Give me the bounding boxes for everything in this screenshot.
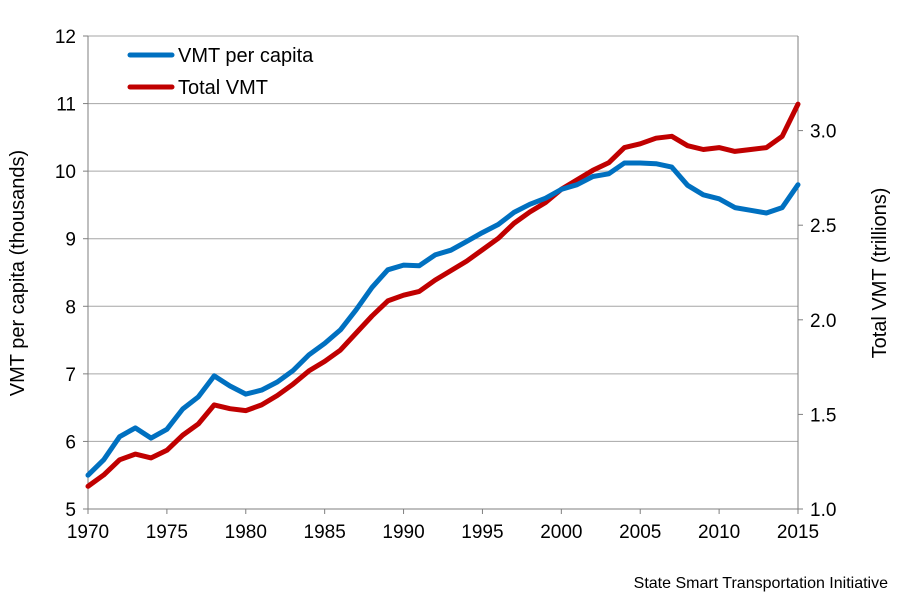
- left-y-tick-label: 8: [65, 297, 76, 318]
- legend: VMT per capita Total VMT: [127, 45, 314, 99]
- left-y-tick-label: 11: [56, 95, 76, 116]
- right-y-tick-label: 1.0: [810, 500, 836, 521]
- axes: [83, 35, 803, 514]
- left-y-tick-label: 10: [55, 162, 76, 183]
- x-tick-label: 2010: [698, 522, 740, 543]
- series-lines: [85, 101, 801, 489]
- x-tick-label: 1975: [146, 522, 188, 543]
- series-line-vmt-per-capita: [85, 160, 801, 478]
- left-y-tick-label: 6: [65, 432, 76, 453]
- x-tick-label: 1970: [67, 522, 109, 543]
- x-tick-label: 2000: [540, 522, 582, 543]
- x-tick-label: 2005: [619, 522, 661, 543]
- right-axis-title: Total VMT (trillions): [869, 188, 891, 359]
- legend-label-total-vmt: Total VMT: [178, 77, 268, 99]
- x-tick-label: 1990: [382, 522, 424, 543]
- x-tick-label: 1980: [225, 522, 267, 543]
- x-tick-label: 2015: [777, 522, 819, 543]
- legend-label-vmt-per-capita: VMT per capita: [178, 45, 314, 67]
- credit-text: State Smart Transportation Initiative: [633, 575, 888, 592]
- right-y-tick-label: 1.5: [810, 405, 836, 426]
- right-y-tick-labels: 1.0 1.5 2.0 2.5 3.0: [810, 122, 836, 521]
- right-y-tick-label: 3.0: [810, 122, 836, 143]
- gridlines: [88, 35, 798, 442]
- left-y-tick-label: 7: [65, 365, 76, 386]
- right-y-tick-label: 2.0: [810, 311, 836, 332]
- left-axis-title: VMT per capita (thousands): [7, 150, 29, 396]
- series-line-total-vmt: [85, 101, 801, 489]
- left-y-tick-label: 9: [65, 230, 76, 251]
- x-tick-label: 1985: [304, 522, 346, 543]
- left-y-tick-label: 5: [65, 500, 76, 521]
- right-y-tick-label: 2.5: [810, 216, 836, 237]
- x-tick-label: 1995: [461, 522, 503, 543]
- left-y-tick-labels: 5 6 7 8 9 10 11 12: [55, 27, 76, 521]
- left-y-tick-label: 12: [55, 27, 76, 48]
- x-tick-labels: 1970 1975 1980 1985 1990 1995 2000 2005 2010 2015: [67, 522, 819, 543]
